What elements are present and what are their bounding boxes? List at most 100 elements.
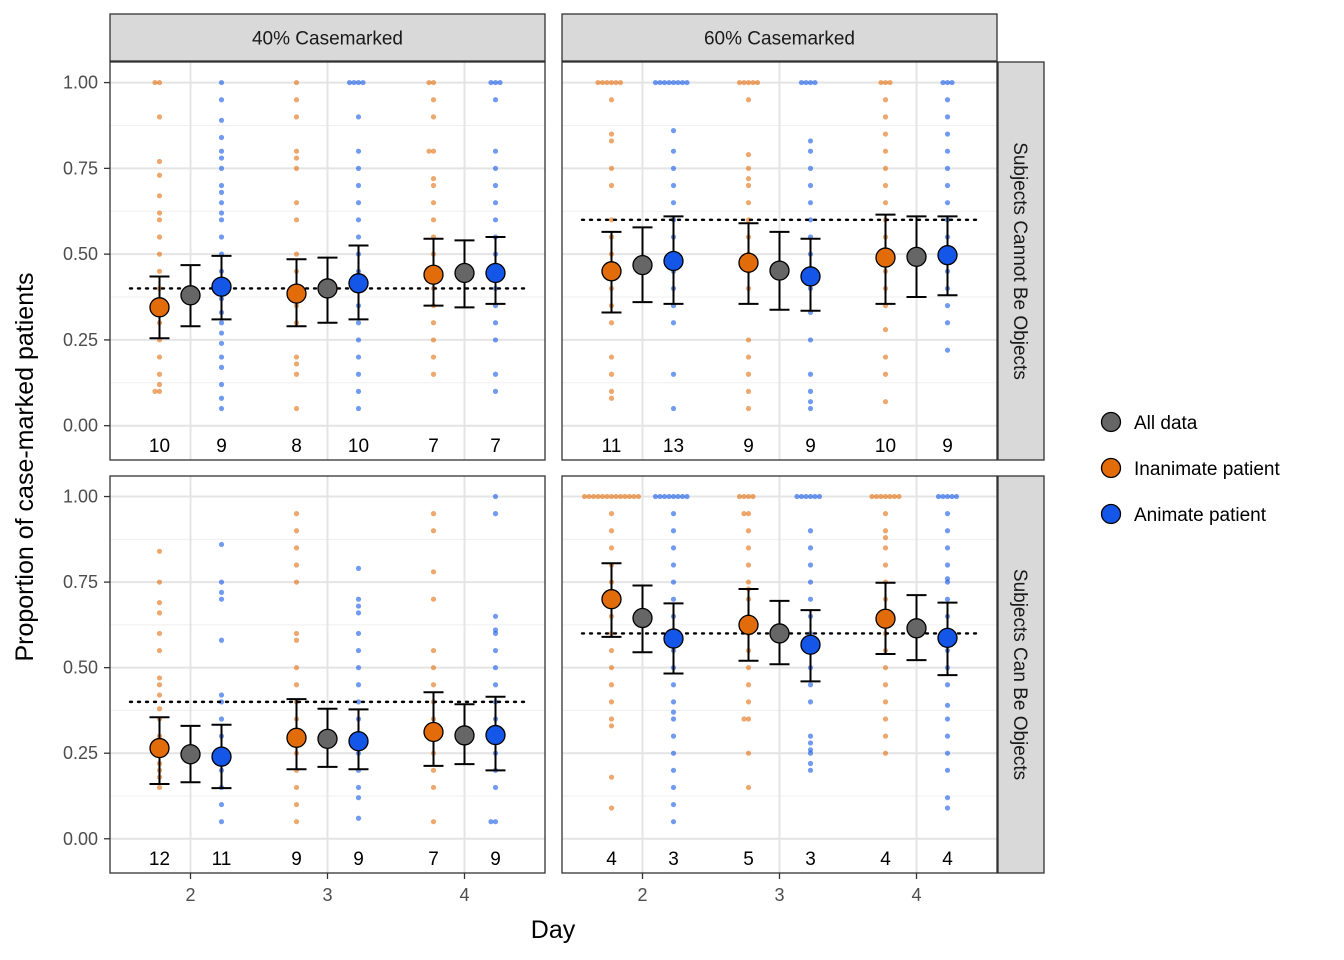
- raw-point: [218, 217, 225, 223]
- raw-point: [670, 79, 677, 86]
- legend-label: All data: [1134, 413, 1198, 434]
- raw-point: [807, 699, 814, 705]
- raw-point: [675, 493, 681, 500]
- panel-border: [109, 61, 546, 461]
- raw-point: [613, 79, 619, 86]
- raw-point: [608, 395, 615, 401]
- raw-point: [156, 354, 163, 360]
- raw-point: [430, 320, 437, 326]
- raw-point: [492, 182, 499, 189]
- raw-point: [745, 511, 752, 517]
- raw-point: [152, 79, 158, 86]
- mean-point: [180, 744, 201, 765]
- raw-point: [430, 97, 437, 103]
- raw-point: [944, 545, 951, 551]
- summary-animate: [485, 695, 506, 772]
- raw-point: [218, 381, 225, 388]
- raw-point: [745, 182, 752, 189]
- y-tick-label: 0.50: [63, 658, 98, 678]
- raw-point: [684, 79, 690, 86]
- raw-point: [218, 579, 225, 585]
- raw-point: [156, 610, 163, 616]
- summary-all: [317, 256, 338, 324]
- raw-point: [944, 347, 951, 353]
- raw-point: [430, 114, 437, 120]
- raw-point: [670, 596, 677, 602]
- raw-point: [745, 79, 752, 86]
- x-tick-label: 3: [322, 885, 332, 905]
- raw-point: [293, 165, 300, 171]
- mean-point: [601, 589, 622, 610]
- raw-point: [745, 354, 752, 360]
- raw-point: [891, 493, 898, 500]
- raw-point: [426, 79, 432, 86]
- x-tick-label: 3: [774, 885, 784, 905]
- summary-animate: [485, 235, 506, 305]
- strip-background: [561, 13, 998, 62]
- mean-point: [601, 261, 622, 282]
- summary-inanimate: [286, 698, 307, 771]
- raw-point: [218, 364, 225, 370]
- y-tick-label: 1.00: [63, 73, 98, 93]
- raw-point: [887, 79, 893, 86]
- raw-point: [882, 535, 889, 541]
- raw-point: [218, 182, 225, 189]
- raw-point: [661, 493, 668, 500]
- raw-point: [670, 200, 677, 206]
- raw-point: [882, 750, 889, 756]
- n-label: 3: [668, 849, 679, 870]
- summary-inanimate: [286, 258, 307, 328]
- x-tick-label: 4: [459, 885, 469, 905]
- panels-layer: 10 9 8 10 7 7 11 13 9 9 10 9 12 11 9 9 7 9 4 3 5 3 4 4: [109, 61, 998, 874]
- raw-point: [218, 395, 225, 401]
- raw-point: [670, 699, 677, 705]
- panel-border: [561, 61, 998, 461]
- raw-point: [156, 784, 163, 791]
- raw-point: [657, 493, 663, 500]
- legend-key: [1100, 503, 1122, 525]
- raw-point: [218, 210, 225, 216]
- raw-point: [293, 630, 300, 637]
- raw-point: [944, 750, 951, 756]
- raw-point: [355, 647, 362, 654]
- raw-point: [492, 819, 499, 825]
- raw-point: [670, 579, 677, 585]
- raw-point: [807, 138, 814, 144]
- raw-point: [882, 699, 889, 705]
- x-axis-title: Day: [531, 916, 576, 944]
- raw-point: [652, 493, 659, 500]
- y-tick-label: 0.25: [63, 330, 98, 350]
- raw-point: [218, 97, 225, 103]
- raw-point: [741, 493, 747, 500]
- panel-2-2: 4 3 5 3 4 4: [561, 475, 998, 874]
- y-axis-title: Proportion of case-marked patients: [11, 272, 39, 661]
- raw-point: [351, 79, 357, 86]
- raw-point: [878, 493, 884, 500]
- raw-point: [812, 493, 818, 500]
- raw-point: [293, 801, 300, 808]
- raw-point: [882, 562, 889, 568]
- n-label: 9: [291, 849, 302, 870]
- raw-point: [355, 200, 362, 206]
- raw-point: [670, 733, 677, 739]
- raw-point: [622, 493, 628, 500]
- raw-point: [807, 767, 814, 773]
- raw-point: [613, 493, 619, 500]
- raw-point: [604, 79, 610, 86]
- raw-point: [608, 511, 615, 517]
- raw-point: [608, 647, 615, 654]
- raw-point: [608, 528, 615, 534]
- raw-point: [882, 182, 889, 189]
- raw-point: [355, 596, 362, 602]
- raw-point: [944, 733, 951, 739]
- raw-point: [670, 767, 677, 773]
- raw-point: [953, 493, 960, 500]
- n-label: 10: [875, 436, 896, 457]
- summary-animate: [800, 609, 821, 683]
- mean-point: [454, 725, 475, 746]
- mean-point: [738, 614, 759, 636]
- raw-point: [492, 613, 499, 619]
- raw-point: [293, 562, 300, 568]
- raw-point: [670, 165, 677, 171]
